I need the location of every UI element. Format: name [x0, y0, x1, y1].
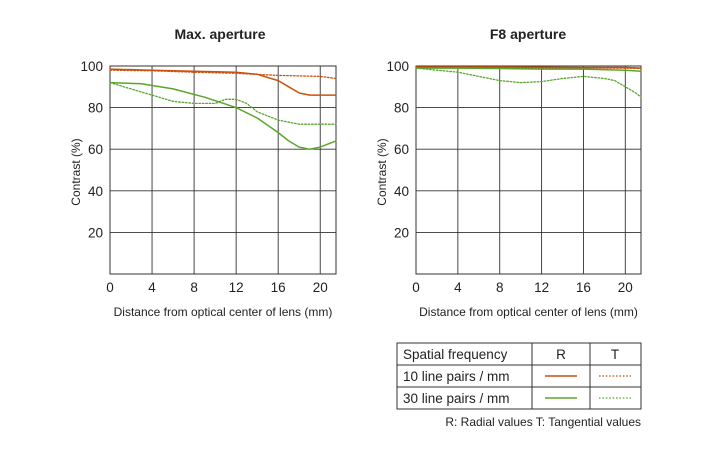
legend-table: Spatial frequency R T 10 line pairs / mm…: [396, 342, 642, 429]
series-line-30r: [109, 81, 337, 150]
series-line-30t: [109, 81, 337, 125]
y-tick-label: 40: [88, 184, 103, 199]
y-tick-label: 20: [394, 225, 409, 240]
y-tick-label: 80: [88, 101, 103, 116]
legend-row-10-label: 10 line pairs / mm: [403, 369, 510, 384]
x-tick-label: 8: [190, 280, 198, 295]
legend-col-r: R: [556, 347, 566, 362]
y-tick-label: 80: [394, 101, 409, 116]
chart-f8-aperture: F8 aperture 0 4 8 12 16 20 20 40 60 80 100 Distance …: [375, 26, 642, 319]
y-tick-label: 60: [394, 142, 409, 157]
x-tick-label: 20: [313, 280, 328, 295]
x-axis-label: Distance from optical center of lens (mm…: [114, 305, 333, 319]
x-tick-label: 0: [106, 280, 114, 295]
x-tick-label: 12: [534, 280, 549, 295]
series-line-10r: [109, 68, 337, 96]
x-tick-label: 0: [412, 280, 420, 295]
chart-max-aperture: Max. aperture 0 4 8 12 16 20 20 40 60 80 100 Distanc…: [69, 26, 337, 319]
y-tick-label: 60: [88, 142, 103, 157]
plot-frame: [415, 65, 642, 275]
legend-header-label: Spatial frequency: [403, 347, 508, 362]
legend-border: [396, 342, 642, 410]
y-tick-label: 40: [394, 184, 409, 199]
chart-title: Max. aperture: [174, 26, 265, 42]
y-tick-label: 100: [80, 59, 103, 74]
x-tick-label: 12: [229, 280, 244, 295]
series-line-30t: [415, 67, 642, 98]
legend-footnote: R: Radial values T: Tangential values: [445, 415, 641, 429]
x-tick-label: 20: [618, 280, 633, 295]
x-tick-label: 4: [454, 280, 462, 295]
chart-title: F8 aperture: [490, 26, 566, 42]
y-axis-label: Contrast (%): [69, 138, 83, 205]
y-tick-label: 100: [386, 59, 409, 74]
legend-row-30-label: 30 line pairs / mm: [403, 391, 510, 406]
plot-frame: [109, 65, 337, 275]
x-tick-label: 8: [496, 280, 504, 295]
y-tick-label: 20: [88, 225, 103, 240]
x-tick-label: 16: [271, 280, 286, 295]
series-line-30r: [415, 67, 642, 72]
x-tick-label: 4: [148, 280, 156, 295]
x-axis-label: Distance from optical center of lens (mm…: [419, 305, 638, 319]
legend-col-t: T: [611, 347, 619, 362]
x-tick-label: 16: [576, 280, 591, 295]
series-line-10t: [109, 69, 337, 80]
y-axis-label: Contrast (%): [375, 138, 389, 205]
